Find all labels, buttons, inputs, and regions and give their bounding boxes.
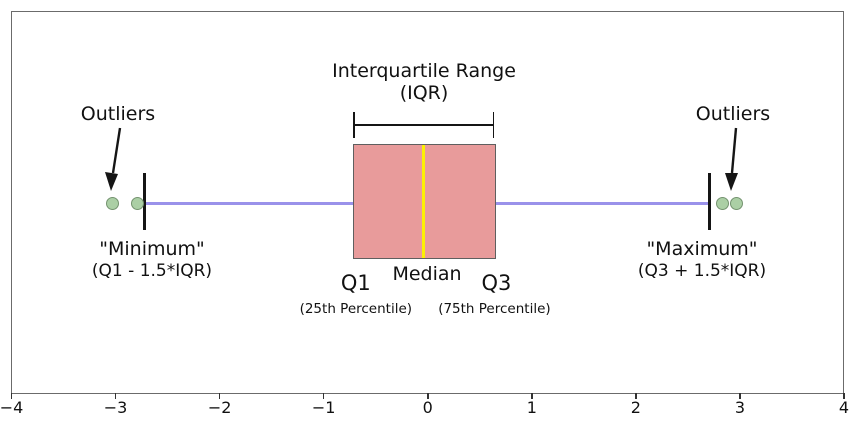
outlier-arrow-right-icon bbox=[725, 127, 738, 191]
whisker-right bbox=[496, 202, 710, 205]
x-axis-tick bbox=[635, 393, 637, 399]
x-axis-tick-label: −3 bbox=[103, 398, 128, 417]
x-axis-tick bbox=[114, 393, 117, 399]
x-axis-tick-label: −1 bbox=[311, 398, 336, 417]
minimum-label-line2: (Q1 - 1.5*IQR) bbox=[91, 261, 213, 281]
x-axis-tick-label: −2 bbox=[207, 398, 232, 417]
minimum-label-line1: "Minimum" bbox=[99, 238, 205, 260]
x-axis-tick-label: 0 bbox=[422, 398, 433, 417]
x-axis-tick-label: 1 bbox=[526, 398, 537, 417]
median-label: Median bbox=[392, 263, 462, 285]
iqr-bracket bbox=[352, 113, 495, 137]
x-axis-tick bbox=[843, 393, 845, 399]
x-axis-tick bbox=[10, 393, 13, 399]
q3-percentile-label: (75th Percentile) bbox=[438, 301, 551, 317]
q3-label: Q3 bbox=[481, 271, 512, 295]
x-axis-tick-label: −4 bbox=[0, 398, 24, 417]
x-axis-tick bbox=[531, 393, 533, 399]
x-axis-tick bbox=[739, 393, 741, 399]
whisker-left bbox=[144, 202, 353, 205]
iqr-title-line1: Interquartile Range bbox=[332, 60, 516, 82]
x-axis-tick-label: 4 bbox=[838, 398, 850, 417]
x-axis-tick-label: 3 bbox=[734, 398, 746, 417]
outlier-point bbox=[730, 197, 744, 210]
x-axis-tick bbox=[218, 393, 221, 399]
whisker-cap-left bbox=[143, 173, 146, 230]
minimum-label: "Minimum" (Q1 - 1.5*IQR) bbox=[92, 238, 212, 282]
outlier-point bbox=[105, 197, 119, 210]
iqr-title-line2: (IQR) bbox=[399, 82, 449, 104]
outliers-label-right: Outliers bbox=[695, 103, 771, 125]
median-line bbox=[422, 145, 426, 258]
whisker-cap-right bbox=[708, 173, 712, 230]
maximum-label: "Maximum" (Q3 + 1.5*IQR) bbox=[638, 238, 766, 282]
outlier-point bbox=[130, 197, 144, 210]
q1-percentile-label: (25th Percentile) bbox=[299, 301, 413, 317]
outliers-label-left: Outliers bbox=[80, 103, 156, 125]
outlier-point bbox=[715, 197, 729, 210]
x-axis-tick-label: 2 bbox=[630, 398, 641, 417]
x-axis-tick bbox=[426, 393, 429, 399]
outlier-arrow-left-icon bbox=[105, 127, 122, 191]
iqr-title: Interquartile Range (IQR) bbox=[332, 60, 516, 104]
x-axis-tick bbox=[322, 393, 325, 399]
maximum-label-line1: "Maximum" bbox=[646, 238, 758, 260]
q1-label: Q1 bbox=[340, 271, 371, 295]
maximum-label-line2: (Q3 + 1.5*IQR) bbox=[637, 261, 767, 281]
